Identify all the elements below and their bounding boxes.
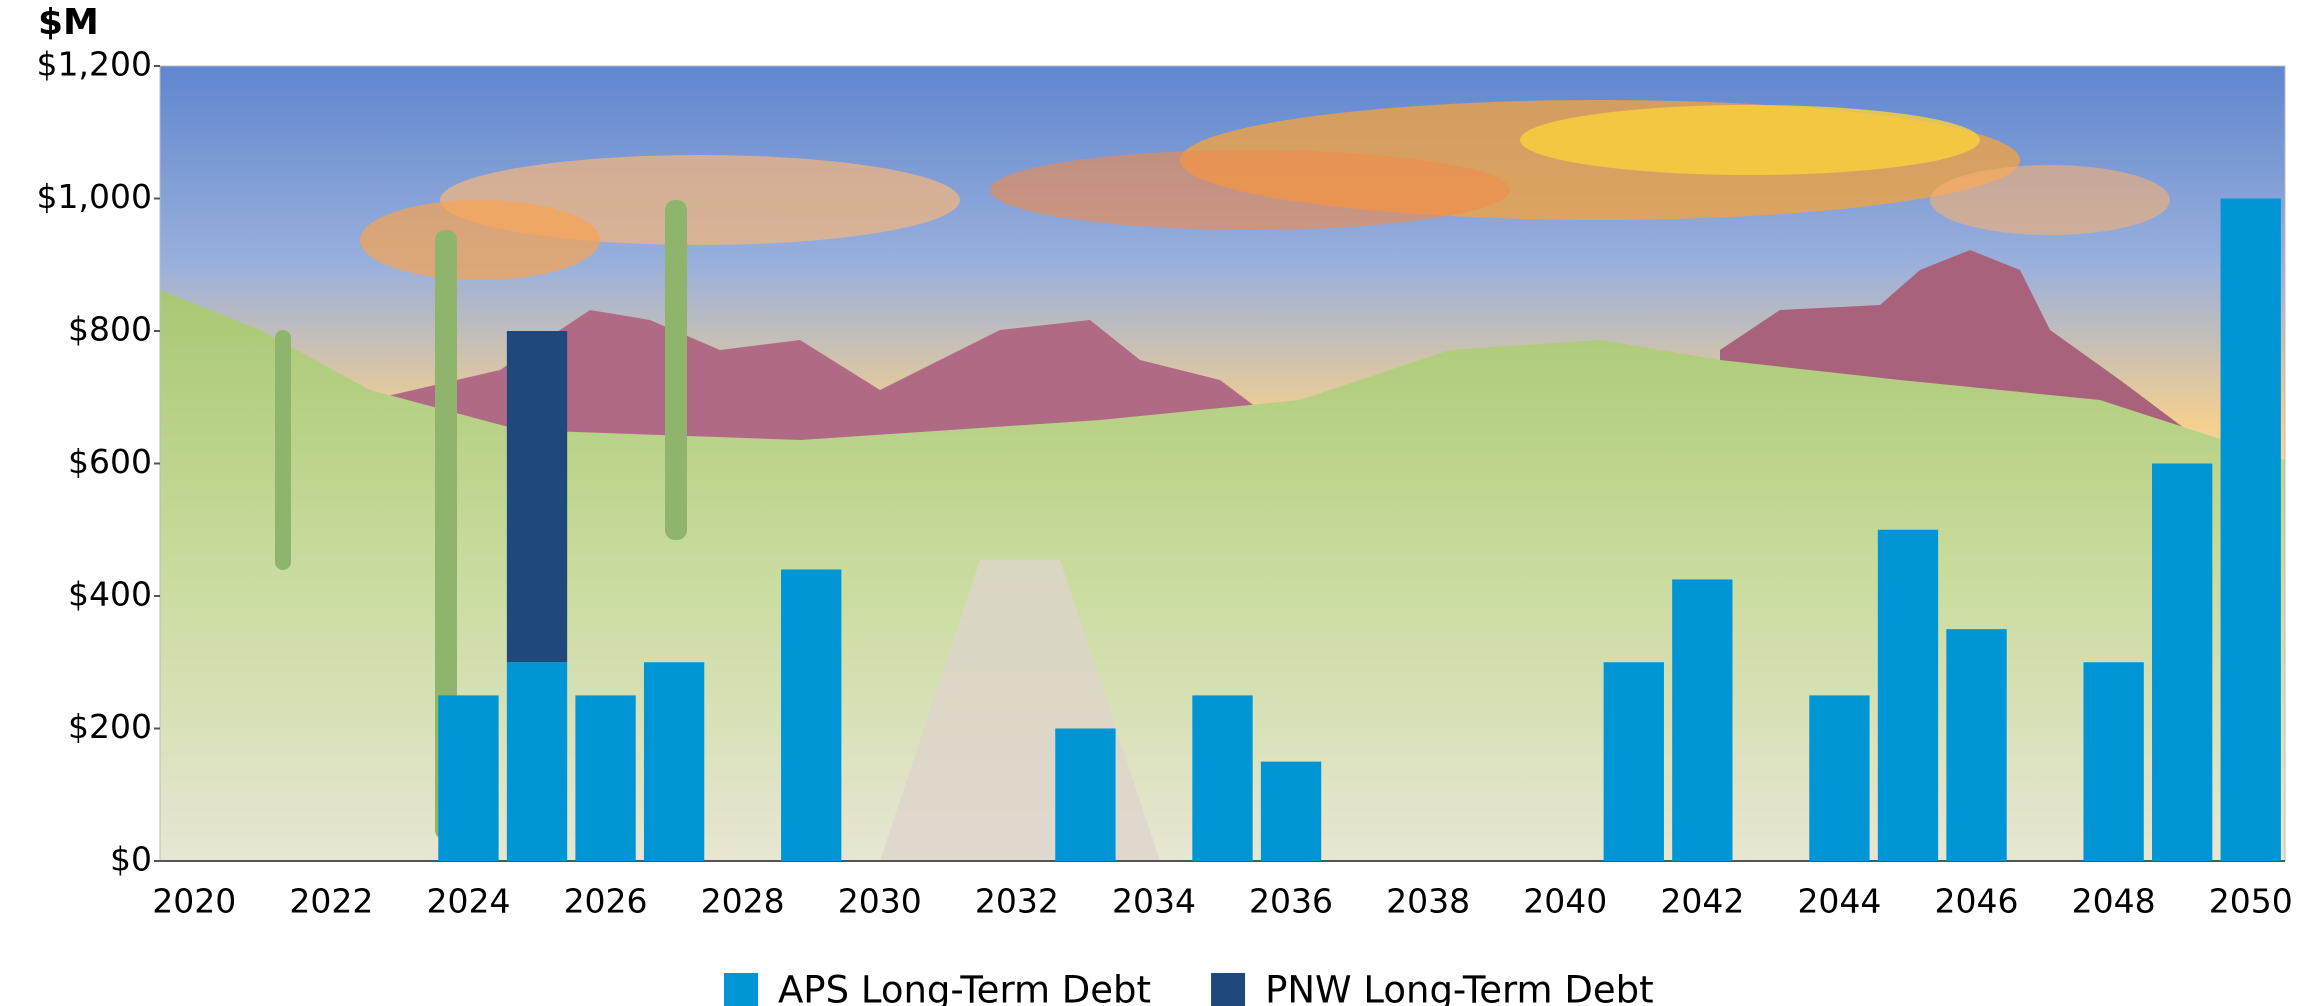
x-tick-label: 2042 — [1660, 882, 1744, 921]
bar — [781, 569, 842, 861]
bar — [2220, 198, 2281, 861]
x-tick-label: 2032 — [975, 882, 1059, 921]
x-tick-label: 2040 — [1523, 882, 1607, 921]
bar — [2152, 463, 2213, 861]
y-tick-label: $200 — [68, 707, 152, 746]
bar — [575, 695, 636, 861]
bar — [1260, 761, 1322, 861]
bar — [1946, 629, 2007, 861]
bar — [1877, 529, 1939, 861]
bar — [1809, 695, 1870, 861]
x-tick-label: 2030 — [838, 882, 922, 921]
x-tick-label: 2044 — [1797, 882, 1881, 921]
x-tick-label: 2028 — [701, 882, 785, 921]
bar — [1672, 579, 1733, 861]
bar — [1192, 695, 1253, 861]
x-tick-label: 2038 — [1386, 882, 1470, 921]
y-tick-label: $800 — [68, 310, 152, 349]
x-tick-label: 2024 — [426, 882, 510, 921]
y-tick-label: $0 — [110, 840, 152, 879]
x-tick-label: 2048 — [2072, 882, 2156, 921]
y-tick-label: $1,000 — [37, 177, 152, 216]
bar — [1055, 728, 1116, 861]
x-tick-label: 2046 — [1935, 882, 2019, 921]
y-axis-label: $M — [38, 2, 99, 43]
x-tick-label: 2050 — [2209, 882, 2293, 921]
y-tick-label: $400 — [68, 575, 152, 614]
y-tick-label: $600 — [68, 442, 152, 481]
legend-swatch — [724, 973, 758, 1006]
bar — [506, 662, 568, 861]
x-tick-label: 2020 — [152, 882, 236, 921]
legend-swatch — [1211, 973, 1246, 1006]
bar — [1603, 662, 1664, 861]
x-tick-label: 2026 — [564, 882, 648, 921]
bar — [506, 331, 568, 663]
legend-label: PNW Long-Term Debt — [1265, 969, 1654, 1006]
bar — [2083, 662, 2144, 861]
x-tick-label: 2022 — [289, 882, 373, 921]
legend-label: APS Long-Term Debt — [778, 969, 1151, 1006]
bar — [438, 695, 499, 861]
x-tick-label: 2034 — [1112, 882, 1196, 921]
bar — [643, 662, 705, 861]
x-tick-label: 2036 — [1249, 882, 1333, 921]
y-tick-label: $1,200 — [37, 45, 152, 84]
